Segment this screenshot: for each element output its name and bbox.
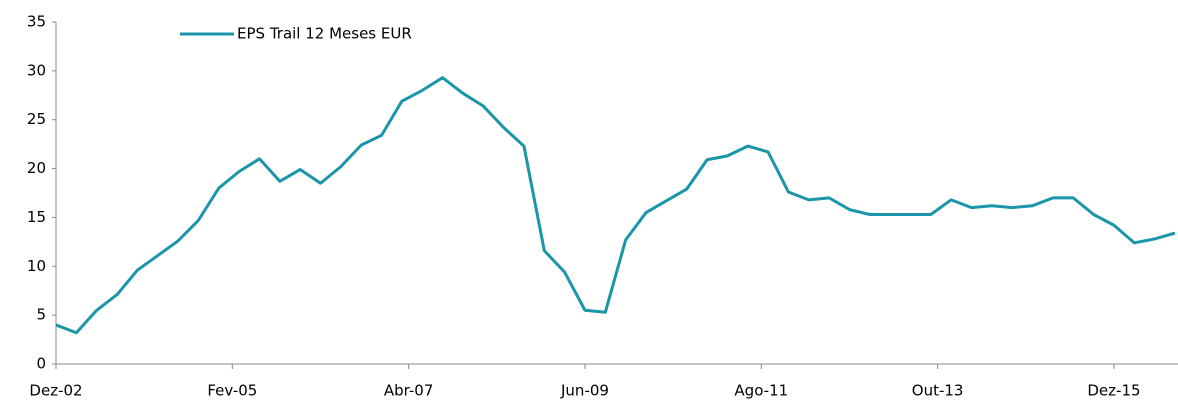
y-tick-label: 20 [27, 159, 46, 177]
legend-label: EPS Trail 12 Meses EUR [237, 25, 412, 43]
y-tick-label: 15 [27, 208, 46, 226]
x-tick-label: Abr-07 [384, 382, 434, 400]
x-tick-label: Ago-11 [734, 382, 788, 400]
x-tick-label: Out-13 [912, 382, 964, 400]
line [55, 76, 1176, 335]
y-tick-label: 10 [27, 257, 46, 275]
x-tick-label: Dez-15 [1087, 382, 1140, 400]
x-tick-label: Fev-05 [207, 382, 257, 400]
x-tick-label: Dez-02 [29, 382, 82, 400]
y-tick-label: 30 [27, 61, 46, 79]
y-tick-label: 0 [36, 355, 46, 373]
y-tick-label: 5 [36, 306, 46, 324]
y-tick-label: 25 [27, 110, 46, 128]
y-tick-label: 35 [27, 13, 46, 31]
x-tick-label: Jun-09 [560, 382, 609, 400]
